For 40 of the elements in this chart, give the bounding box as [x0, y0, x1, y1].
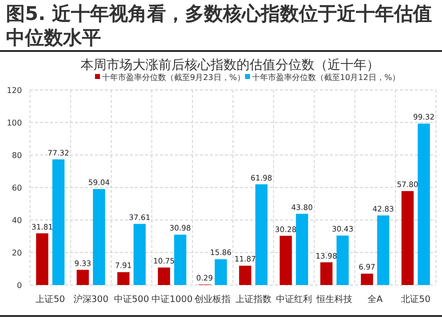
x-tick-label: 全A	[368, 294, 384, 305]
bar	[92, 189, 106, 285]
y-tick-label: 100	[6, 118, 22, 128]
x-tick-label: 中证500	[114, 294, 150, 305]
bar	[377, 215, 390, 285]
bar	[320, 262, 332, 285]
x-tick-label: 沪深300	[73, 294, 109, 305]
legend-label: 十年市盈率分位数（截至10月12日，%）	[252, 73, 400, 82]
bar	[336, 236, 349, 285]
x-tick-label: 中证1000	[152, 294, 193, 305]
bar	[134, 224, 146, 285]
chart-subtitle: 本周市场大涨前后核心指数的估值分位数（近十年）	[80, 57, 380, 73]
bar	[36, 233, 48, 285]
bar	[255, 184, 268, 285]
y-tick-label: 120	[6, 86, 22, 95]
y-tick-label: 60	[12, 184, 22, 192]
bar	[401, 191, 414, 285]
x-tick-label: 恒生科技	[316, 294, 352, 305]
bar	[418, 124, 430, 285]
bar	[280, 236, 292, 285]
bar	[214, 259, 227, 285]
legend-label: 十年市盈率分位数（截至9月23日，%）	[102, 73, 245, 82]
y-tick-label: 40	[12, 216, 22, 225]
bar	[158, 268, 170, 285]
x-tick-label: 上证指数	[235, 294, 272, 305]
bar	[296, 214, 308, 285]
bar	[52, 159, 65, 285]
bar	[117, 272, 130, 285]
chart-title: 图5. 近十年视角看，多数核心指数位于近十年估值中位数水平	[6, 2, 434, 50]
x-tick-label: 上证50	[36, 294, 66, 305]
bar	[360, 274, 374, 285]
x-tick-label: 创业板指	[194, 294, 231, 305]
bar	[174, 234, 186, 285]
bar	[76, 270, 89, 285]
y-tick-label: 0	[16, 281, 22, 290]
y-tick-label: 20	[12, 248, 22, 258]
x-tick-label: 中证红利	[276, 294, 312, 305]
x-tick-label: 北证50	[400, 294, 431, 305]
y-tick-label: 80	[12, 151, 22, 160]
bar	[239, 266, 252, 285]
